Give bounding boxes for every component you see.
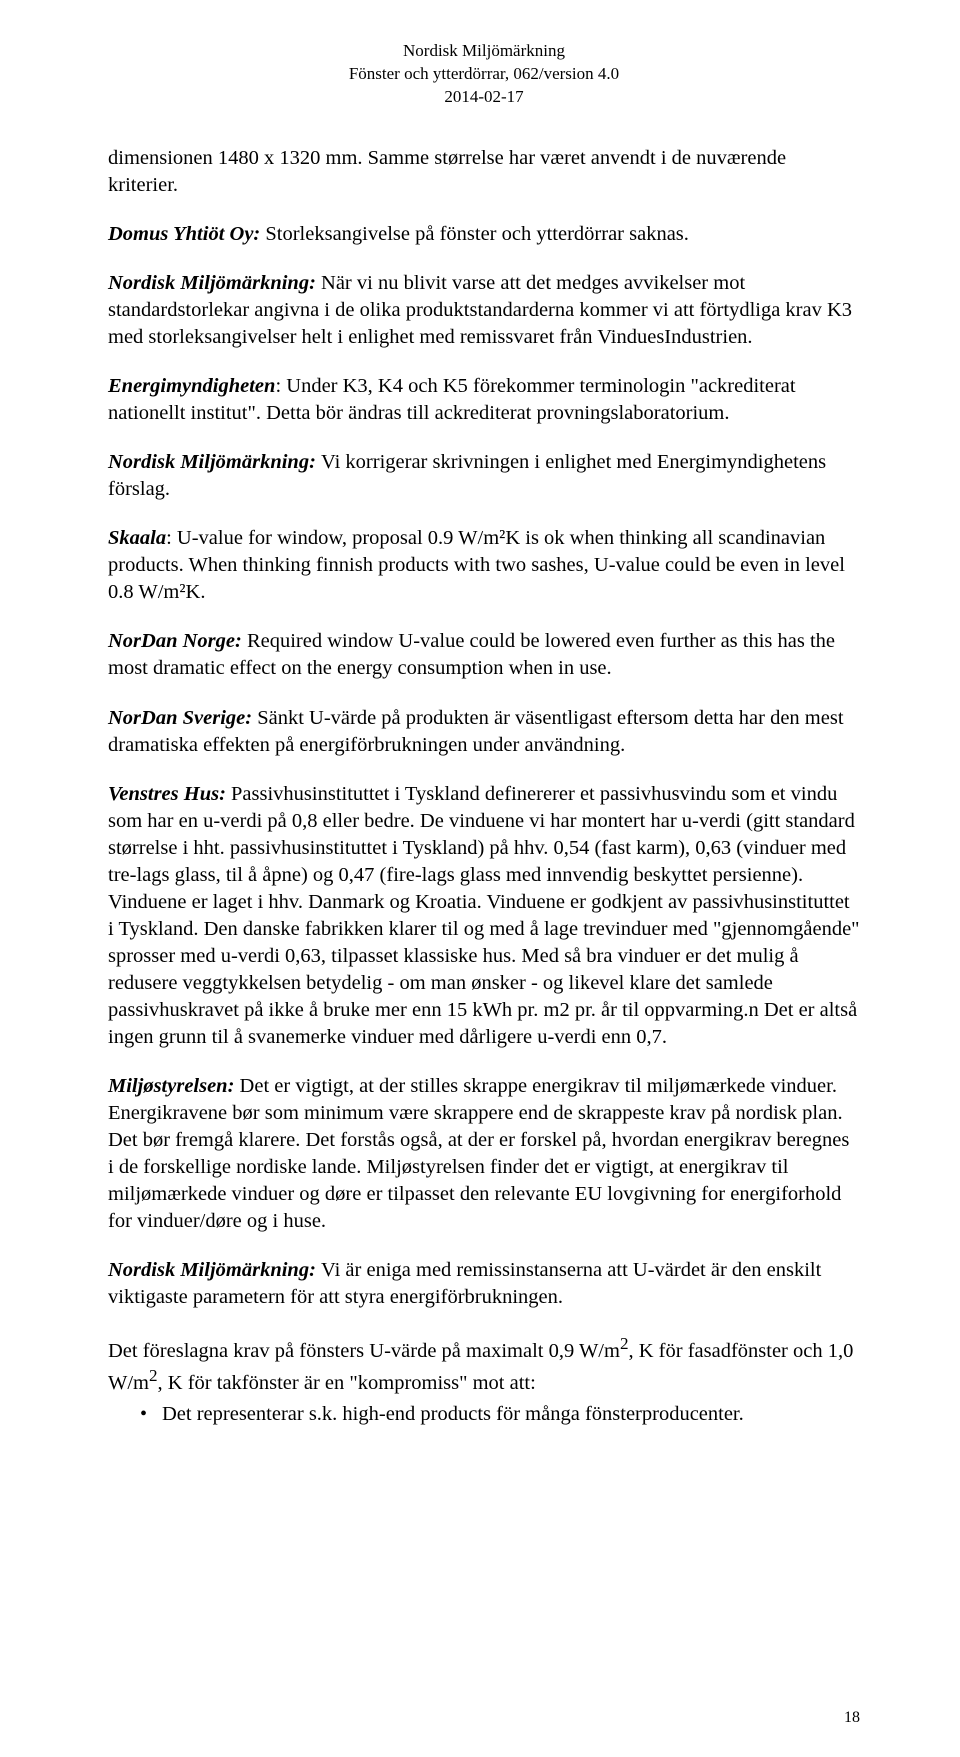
paragraph-3-lead: Nordisk Miljömärkning: xyxy=(108,272,321,294)
header-line-3: 2014-02-17 xyxy=(108,86,860,109)
paragraph-10-lead: Miljøstyrelsen: xyxy=(108,1075,240,1097)
paragraph-4-lead: Energimyndigheten xyxy=(108,375,275,397)
paragraph-12-block: Det föreslagna krav på fönsters U-värde … xyxy=(108,1333,860,1428)
paragraph-6-lead: Skaala xyxy=(108,527,166,549)
paragraph-5: Nordisk Miljömärkning: Vi korrigerar skr… xyxy=(108,449,860,503)
paragraph-7-lead: NorDan Norge: xyxy=(108,630,247,652)
paragraph-12-sup2: 2 xyxy=(149,1366,158,1385)
document-header: Nordisk Miljömärkning Fönster och ytterd… xyxy=(108,40,860,109)
paragraph-11-lead: Nordisk Miljömärkning: xyxy=(108,1259,321,1281)
header-line-2: Fönster och ytterdörrar, 062/version 4.0 xyxy=(108,63,860,86)
paragraph-10-text: Det er vigtigt, at der stilles skrappe e… xyxy=(108,1075,849,1232)
paragraph-2-lead: Domus Yhtiöt Oy: xyxy=(108,223,265,245)
paragraph-8: NorDan Sverige: Sänkt U-värde på produkt… xyxy=(108,705,860,759)
paragraph-1: dimensionen 1480 x 1320 mm. Samme større… xyxy=(108,145,860,199)
bullet-list: Det representerar s.k. high-end products… xyxy=(108,1401,860,1428)
paragraph-12-text-a: Det föreslagna krav på fönsters U-värde … xyxy=(108,1340,620,1362)
paragraph-9-text: Passivhusinstituttet i Tyskland definere… xyxy=(108,783,860,1048)
bullet-item-1: Det representerar s.k. high-end products… xyxy=(140,1401,860,1428)
paragraph-7: NorDan Norge: Required window U-value co… xyxy=(108,628,860,682)
paragraph-11: Nordisk Miljömärkning: Vi är eniga med r… xyxy=(108,1257,860,1311)
paragraph-1-text: dimensionen 1480 x 1320 mm. Samme større… xyxy=(108,147,786,196)
paragraph-2: Domus Yhtiöt Oy: Storleksangivelse på fö… xyxy=(108,221,860,248)
paragraph-6-text: : U-value for window, proposal 0.9 W/m²K… xyxy=(108,527,845,603)
paragraph-3: Nordisk Miljömärkning: När vi nu blivit … xyxy=(108,270,860,351)
paragraph-12-sup1: 2 xyxy=(620,1334,629,1353)
paragraph-9-lead: Venstres Hus: xyxy=(108,783,231,805)
bullet-item-1-text: Det representerar s.k. high-end products… xyxy=(162,1403,744,1425)
paragraph-12-text-c: , K för takfönster är en "kompromiss" mo… xyxy=(158,1372,536,1394)
paragraph-5-lead: Nordisk Miljömärkning: xyxy=(108,451,321,473)
paragraph-10: Miljøstyrelsen: Det er vigtigt, at der s… xyxy=(108,1073,860,1235)
paragraph-12: Det föreslagna krav på fönsters U-värde … xyxy=(108,1333,860,1397)
paragraph-8-lead: NorDan Sverige: xyxy=(108,707,257,729)
paragraph-9: Venstres Hus: Passivhusinstituttet i Tys… xyxy=(108,781,860,1051)
paragraph-6: Skaala: U-value for window, proposal 0.9… xyxy=(108,525,860,606)
page-number: 18 xyxy=(844,1709,860,1727)
header-line-1: Nordisk Miljömärkning xyxy=(108,40,860,63)
paragraph-2-text: Storleksangivelse på fönster och ytterdö… xyxy=(265,223,689,245)
paragraph-4: Energimyndigheten: Under K3, K4 och K5 f… xyxy=(108,373,860,427)
